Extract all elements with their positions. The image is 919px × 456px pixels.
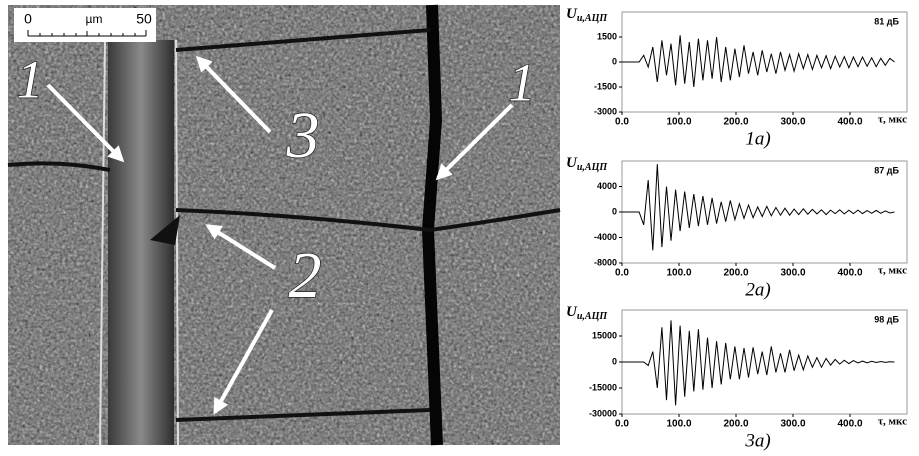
- caption: 2а): [745, 279, 770, 300]
- arrow: [195, 55, 272, 134]
- y-tick-label: 0: [612, 56, 617, 66]
- x-tick-label: 300.0: [780, 117, 805, 128]
- micrograph: 0 µm 50 1 1 3 2: [7, 4, 561, 446]
- y-axis-label: Uи,АЦП: [566, 304, 608, 322]
- crack-vertical: [421, 4, 443, 446]
- x-axis-label: τ, мкс: [878, 265, 907, 277]
- y-tick-label: 0: [612, 356, 617, 366]
- plot-area: [621, 160, 908, 264]
- y-tick-label: -8000: [594, 257, 617, 267]
- caption: 1а): [745, 128, 770, 149]
- y-axis-label-main: U: [566, 155, 578, 171]
- annotation: 81 дБ: [874, 16, 899, 26]
- y-tick-label: 15000: [592, 330, 617, 340]
- waveform: [622, 320, 895, 406]
- x-tick-label: 300.0: [780, 268, 805, 279]
- crack-tip: [150, 215, 180, 245]
- x-tick-label: 0.0: [615, 419, 629, 430]
- x-tick-label: 0.0: [615, 268, 629, 279]
- y-axis-label-sub: и,АЦП: [577, 311, 609, 322]
- y-tick-label: -1500: [594, 81, 617, 91]
- y-axis-label-sub: и,АЦП: [577, 162, 609, 173]
- x-tick-label: 400.0: [837, 268, 862, 279]
- scale-bar-start: 0: [24, 11, 32, 27]
- x-tick-label: 200.0: [723, 117, 748, 128]
- waveform: [622, 164, 895, 251]
- label: 3: [286, 99, 320, 172]
- x-tick-label: 200.0: [723, 419, 748, 430]
- y-tick-label: 4000: [597, 181, 617, 191]
- x-axis-label: τ, мкс: [878, 416, 907, 428]
- x-tick-label: 100.0: [666, 117, 691, 128]
- y-tick-label: -4000: [594, 232, 617, 242]
- y-axis-label-main: U: [566, 6, 578, 22]
- y-tick-label: -3000: [594, 106, 617, 116]
- groove-edge: [99, 39, 106, 446]
- y-tick-label: -15000: [589, 382, 617, 392]
- y-tick-label: 1500: [597, 31, 617, 41]
- label: 2: [289, 239, 322, 312]
- caption: 3а): [744, 430, 770, 451]
- y-axis-label-main: U: [566, 304, 578, 320]
- annotation: 98 дБ: [874, 314, 899, 324]
- y-axis-label-sub: и,АЦП: [577, 13, 609, 24]
- crack: [7, 28, 561, 422]
- y-tick-label: 0: [612, 206, 617, 216]
- arrow: [213, 309, 274, 415]
- chart: 1500 0 -1500 -30000.0 100.0 200.0 300.0 400.0 81…: [566, 6, 908, 149]
- x-tick-label: 200.0: [723, 268, 748, 279]
- waveform: [622, 35, 895, 88]
- x-tick-label: 0.0: [615, 117, 629, 128]
- groove-edge: [175, 39, 179, 446]
- x-axis-label: τ, мкс: [878, 114, 907, 126]
- annotation: 87 дБ: [874, 165, 899, 175]
- y-axis-label: Uи,АЦП: [566, 6, 608, 24]
- scale-bar-ticks: [27, 30, 147, 36]
- arrow: [435, 103, 514, 181]
- y-tick-label: -30000: [589, 408, 617, 418]
- x-tick-label: 300.0: [780, 419, 805, 430]
- y-axis-label: Uи,АЦП: [566, 155, 608, 173]
- arrow: [46, 83, 125, 163]
- scale-bar-unit: µm: [86, 12, 103, 26]
- x-tick-label: 100.0: [666, 268, 691, 279]
- x-tick-label: 100.0: [666, 419, 691, 430]
- label: 1: [509, 52, 536, 112]
- arrow: [205, 224, 277, 270]
- label: 1: [17, 49, 44, 109]
- x-tick-label: 400.0: [837, 419, 862, 430]
- x-tick-label: 400.0: [837, 117, 862, 128]
- scale-bar-end: 50: [136, 11, 152, 27]
